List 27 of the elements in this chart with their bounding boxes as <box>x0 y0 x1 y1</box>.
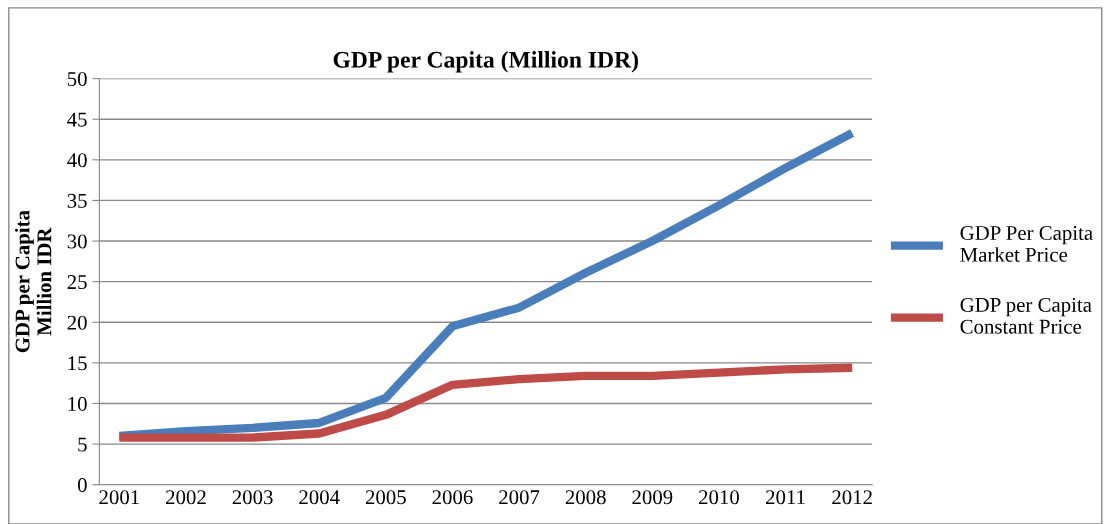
chart-title: GDP per Capita (Million IDR) <box>333 51 638 73</box>
x-tick-label: 2012 <box>832 490 872 505</box>
x-tick-label: 2003 <box>232 490 273 505</box>
y-axis-title: GDP per Capita Million IDR <box>14 210 52 353</box>
y-tick-label: 20 <box>67 315 87 330</box>
y-tick-label: 50 <box>67 71 87 87</box>
y-tick-label: 35 <box>67 193 87 208</box>
y-tick-label: 45 <box>67 112 87 127</box>
y-tick-label: 15 <box>68 356 87 371</box>
x-tick-label: 2007 <box>499 490 540 505</box>
x-tick-label: 2002 <box>166 490 206 505</box>
x-tick-label: 2010 <box>699 490 739 505</box>
x-tick-label: 2004 <box>299 490 340 505</box>
legend-label: GDP Per Capita Market Price <box>960 226 1093 262</box>
x-tick-label: 2011 <box>766 490 805 505</box>
y-tick-label: 25 <box>67 275 87 290</box>
x-tick-label: 2006 <box>432 490 473 505</box>
legend-label: GDP per Capita Constant Price <box>960 297 1092 334</box>
x-tick-label: 2001 <box>99 490 139 505</box>
y-tick-label: 40 <box>67 153 87 168</box>
x-tick-label: 2008 <box>565 490 606 505</box>
x-tick-label: 2009 <box>632 490 673 505</box>
y-tick-label: 5 <box>78 437 87 452</box>
y-tick-label: 10 <box>68 396 87 411</box>
y-tick-label: 0 <box>77 478 87 493</box>
y-tick-label: 30 <box>67 234 87 249</box>
x-tick-label: 2005 <box>365 490 406 505</box>
